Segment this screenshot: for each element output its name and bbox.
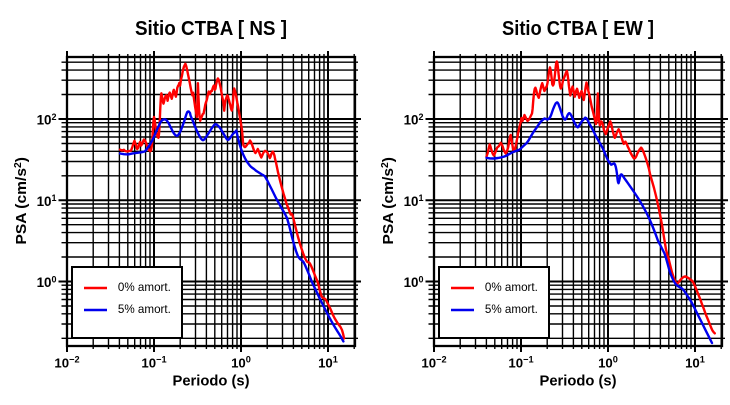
svg-text:Sitio CTBA [ NS ]: Sitio CTBA [ NS ] xyxy=(135,17,287,40)
svg-text:Sitio CTBA [ EW ]: Sitio CTBA [ EW ] xyxy=(502,17,654,40)
svg-text:0% amort.: 0% amort. xyxy=(118,280,171,294)
svg-text:PSA (cm/s2): PSA (cm/s2) xyxy=(380,157,397,245)
svg-text:PSA (cm/s2): PSA (cm/s2) xyxy=(13,157,30,245)
svg-text:5% amort.: 5% amort. xyxy=(118,302,171,316)
svg-text:Periodo (s): Periodo (s) xyxy=(540,372,617,389)
svg-text:Periodo (s): Periodo (s) xyxy=(173,372,250,389)
svg-text:5% amort.: 5% amort. xyxy=(485,302,538,316)
svg-text:0% amort.: 0% amort. xyxy=(485,280,538,294)
